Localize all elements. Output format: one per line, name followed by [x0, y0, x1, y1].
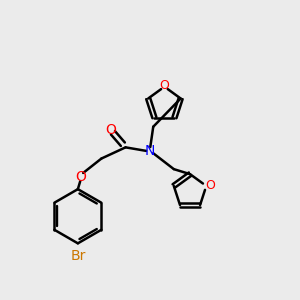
- Text: Br: Br: [70, 249, 85, 262]
- Text: O: O: [160, 79, 170, 92]
- Text: O: O: [105, 123, 116, 137]
- Text: O: O: [75, 170, 86, 184]
- Text: N: N: [145, 144, 155, 158]
- Text: O: O: [205, 179, 215, 192]
